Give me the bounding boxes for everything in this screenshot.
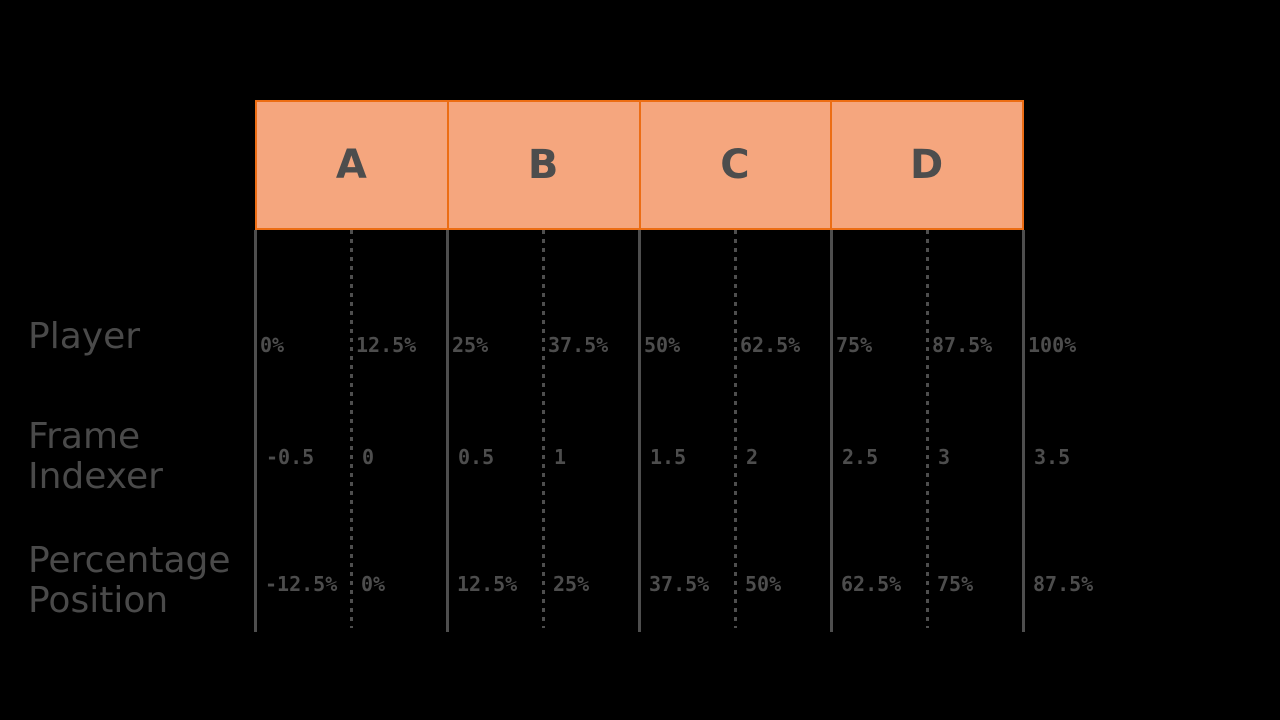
grid-line-solid-4	[1022, 230, 1025, 632]
segment-label-b: B	[527, 142, 560, 188]
grid-line-dotted-1	[542, 230, 545, 628]
value-frame-indexer-3: 1	[554, 445, 567, 469]
row-label-line: Player	[28, 316, 141, 357]
value-frame-indexer-1: 0	[362, 445, 375, 469]
segment-label-a: A	[335, 142, 368, 188]
row-label-line: Percentage	[28, 540, 231, 581]
value-percentage-position-3: 25%	[553, 572, 590, 596]
segment-strip: A B C D	[255, 100, 1024, 230]
value-player-4: 50%	[644, 333, 681, 357]
grid-line-solid-1	[446, 230, 449, 632]
value-percentage-position-4: 37.5%	[649, 572, 710, 596]
row-label-line: Indexer	[28, 456, 163, 497]
row-label-line: Position	[28, 580, 169, 621]
segment-cell-d: D	[830, 102, 1022, 228]
row-label-player: Player	[28, 317, 140, 357]
grid-line-dotted-3	[926, 230, 929, 628]
value-player-6: 75%	[836, 333, 873, 357]
value-percentage-position-0: -12.5%	[265, 572, 338, 596]
value-percentage-position-7: 75%	[937, 572, 974, 596]
value-player-3: 37.5%	[548, 333, 609, 357]
value-frame-indexer-2: 0.5	[458, 445, 495, 469]
value-frame-indexer-6: 2.5	[842, 445, 879, 469]
value-percentage-position-6: 62.5%	[841, 572, 902, 596]
segment-cell-b: B	[446, 102, 639, 228]
row-label-line: Frame	[28, 416, 141, 457]
value-frame-indexer-0: -0.5	[266, 445, 315, 469]
value-frame-indexer-8: 3.5	[1034, 445, 1071, 469]
grid-line-solid-2	[638, 230, 641, 632]
segment-cell-c: C	[638, 102, 831, 228]
grid-line-solid-0	[254, 230, 257, 632]
value-frame-indexer-7: 3	[938, 445, 951, 469]
segment-label-d: D	[910, 142, 945, 188]
grid-line-dotted-0	[350, 230, 353, 628]
segment-label-c: C	[720, 142, 751, 188]
grid-line-solid-3	[830, 230, 833, 632]
value-percentage-position-8: 87.5%	[1033, 572, 1094, 596]
value-percentage-position-1: 0%	[361, 572, 386, 596]
segment-cell-a: A	[257, 102, 447, 228]
value-percentage-position-5: 50%	[745, 572, 782, 596]
row-label-frame-indexer: Frame Indexer	[28, 417, 163, 497]
value-player-1: 12.5%	[356, 333, 417, 357]
grid-line-dotted-2	[734, 230, 737, 628]
value-player-7: 87.5%	[932, 333, 993, 357]
value-player-2: 25%	[452, 333, 489, 357]
value-player-5: 62.5%	[740, 333, 801, 357]
value-frame-indexer-4: 1.5	[650, 445, 687, 469]
value-player-0: 0%	[260, 333, 285, 357]
row-label-percentage-position: Percentage Position	[28, 541, 231, 621]
value-player-8: 100%	[1028, 333, 1077, 357]
value-percentage-position-2: 12.5%	[457, 572, 518, 596]
value-frame-indexer-5: 2	[746, 445, 759, 469]
